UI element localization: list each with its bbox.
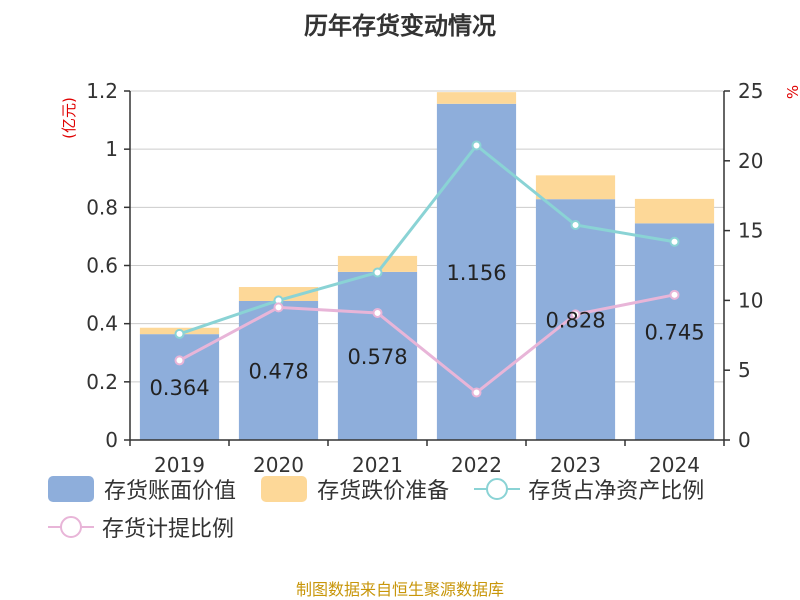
x-axis-tick-label: 2023 <box>550 453 601 477</box>
bar-book-value <box>634 223 715 440</box>
legend-item-net-asset-ratio[interactable]: 存货占净资产比例 <box>474 470 704 508</box>
bar-book-value <box>535 199 616 440</box>
series-point <box>273 302 284 313</box>
x-axis-tick-label: 2024 <box>649 453 700 477</box>
source-note: 制图数据来自恒生聚源数据库 <box>295 580 504 599</box>
series-point <box>174 328 185 339</box>
legend-label-book-value: 存货账面价值 <box>104 479 237 504</box>
legend-swatch-book-value <box>48 476 94 502</box>
right-axis-tick-label: 5 <box>738 358 751 382</box>
series-point <box>471 140 482 151</box>
bar-book-value <box>139 334 220 440</box>
x-axis-tick-label: 2021 <box>352 453 403 477</box>
legend-line-provision-ratio <box>48 516 94 538</box>
x-axis-tick-label: 2022 <box>451 453 502 477</box>
bar-impairment <box>337 255 418 272</box>
legend-label-impairment: 存货跌价准备 <box>317 479 450 504</box>
bar-impairment <box>634 198 715 224</box>
x-axis-tick-label: 2019 <box>154 453 205 477</box>
bar-impairment <box>436 92 517 104</box>
legend-swatch-impairment <box>261 476 308 502</box>
left-axis-tick-label: 0.6 <box>86 254 118 278</box>
legend-line-marker <box>60 516 82 538</box>
left-axis-tick-label: 0.8 <box>86 195 118 219</box>
left-axis-unit: (亿元) <box>60 97 78 139</box>
bar-data-label: 0.828 <box>545 309 605 333</box>
legend-label-provision-ratio: 存货计提比例 <box>102 517 235 542</box>
legend-item-impairment[interactable]: 存货跌价准备 <box>261 470 449 508</box>
legend-item-book-value[interactable]: 存货账面价值 <box>48 470 236 508</box>
left-axis-tick-label: 0.2 <box>86 370 118 394</box>
labels-layer: 0 0.2 0.4 0.6 0.8 1 1.2 0 5 10 15 20 25 (亿元)% 2019 2020… <box>60 79 800 477</box>
chart-title: 历年存货变动情况 <box>304 12 496 40</box>
lines-layer <box>174 140 680 398</box>
right-axis-tick-label: 15 <box>738 219 763 243</box>
series-point <box>570 220 581 231</box>
bar-impairment <box>535 175 616 200</box>
bar-impairment <box>238 287 319 301</box>
bar-data-label: 0.478 <box>248 359 308 383</box>
series-point <box>669 289 680 300</box>
legend-label-net-asset-ratio: 存货占净资产比例 <box>528 479 705 504</box>
right-axis-tick-label: 0 <box>738 428 751 452</box>
left-axis-tick-label: 0.4 <box>86 312 118 336</box>
bar-book-value <box>436 103 517 441</box>
series-point <box>372 267 383 278</box>
legend-line-marker <box>486 478 509 500</box>
bar-book-value <box>238 300 319 440</box>
bar-data-label: 0.364 <box>149 376 209 400</box>
series-line <box>178 293 675 395</box>
right-axis-tick-label: 10 <box>738 288 763 312</box>
series-point <box>669 236 680 247</box>
left-axis-tick-label: 1.2 <box>86 79 118 103</box>
legend: 存货账面价值 存货跌价准备 存货占净资产比例 存货计提比例 <box>48 470 788 546</box>
bar-data-label: 1.156 <box>446 261 506 285</box>
left-axis-tick-label: 0 <box>105 428 118 452</box>
series-point <box>174 355 185 366</box>
left-axis-tick-label: 1 <box>105 137 118 161</box>
series-line <box>179 143 675 336</box>
series-point <box>372 307 383 318</box>
bar-data-label: 0.578 <box>347 345 407 369</box>
bars-layer <box>139 92 715 441</box>
bar-data-label: 0.745 <box>644 321 704 345</box>
axes-layer <box>124 90 730 446</box>
bar-book-value <box>337 271 418 440</box>
right-axis-tick-label: 20 <box>738 149 763 173</box>
right-axis-tick-label: 25 <box>738 79 763 103</box>
series-point <box>570 309 581 320</box>
legend-item-provision-ratio[interactable]: 存货计提比例 <box>48 508 234 546</box>
right-axis-unit: % <box>784 85 800 99</box>
legend-line-net-asset-ratio <box>474 478 521 500</box>
x-axis-tick-label: 2020 <box>253 453 304 477</box>
series-point <box>471 387 482 398</box>
